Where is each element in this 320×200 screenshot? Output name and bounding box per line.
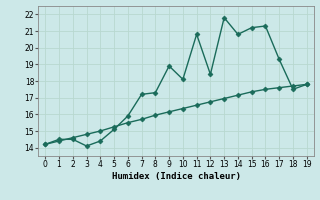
X-axis label: Humidex (Indice chaleur): Humidex (Indice chaleur) bbox=[111, 172, 241, 181]
